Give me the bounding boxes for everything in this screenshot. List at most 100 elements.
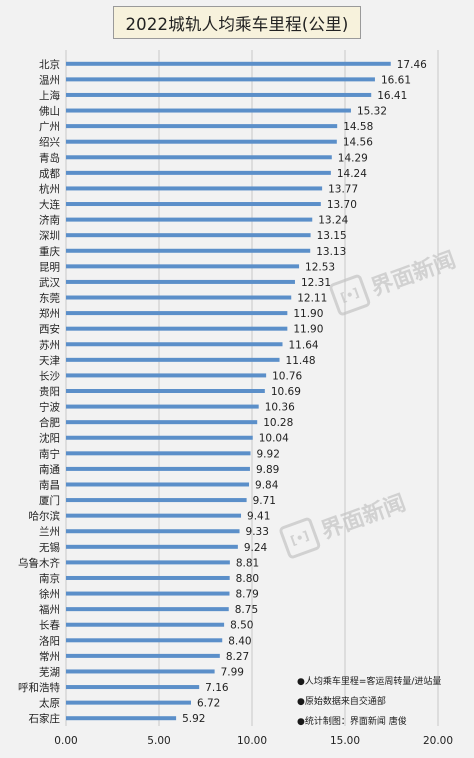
bar (66, 529, 240, 534)
data-label: 13.24 (318, 215, 348, 227)
category-label: 无锡 (39, 541, 60, 554)
bar (66, 607, 229, 612)
bar (66, 139, 337, 144)
category-label: 重庆 (39, 245, 60, 258)
category-label: 太原 (39, 697, 60, 710)
data-label: 7.99 (221, 666, 244, 678)
category-label: 南京 (39, 572, 60, 585)
category-label: 东莞 (39, 292, 60, 305)
bar (66, 435, 253, 440)
bar (66, 451, 251, 456)
category-labels: 北京温州上海佛山广州绍兴青岛成都杭州大连济南深圳重庆昆明武汉东莞郑州西安苏州天津… (18, 58, 60, 725)
bar (66, 124, 338, 129)
data-label: 9.71 (253, 495, 276, 507)
data-label: 13.15 (317, 230, 347, 242)
category-label: 西安 (39, 323, 60, 336)
category-label: 宁波 (39, 401, 60, 414)
bar (66, 466, 250, 471)
bar (66, 482, 250, 487)
category-label: 南昌 (39, 478, 60, 491)
bar (66, 61, 391, 66)
bar (66, 498, 247, 503)
category-label: 佛山 (39, 105, 60, 118)
data-label: 9.89 (256, 464, 279, 476)
category-label: 沈阳 (39, 432, 60, 445)
data-label: 10.76 (272, 370, 302, 382)
category-label: 兰州 (39, 525, 60, 538)
data-label: 5.92 (182, 713, 205, 725)
bar (66, 170, 331, 175)
bar (66, 248, 311, 253)
bar (66, 653, 220, 658)
bars (66, 61, 391, 721)
bar (66, 544, 238, 549)
data-label: 9.24 (244, 542, 268, 554)
data-label: 13.77 (328, 183, 358, 195)
data-label: 8.79 (235, 589, 258, 601)
bar (66, 108, 351, 113)
data-label: 8.80 (236, 573, 259, 585)
bar (66, 264, 300, 269)
bar (66, 92, 372, 97)
category-label: 洛阳 (39, 634, 60, 647)
bar (66, 420, 258, 425)
bar (66, 279, 295, 284)
category-label: 成都 (39, 168, 60, 180)
x-tick-label: 5.00 (147, 735, 170, 747)
data-label: 12.11 (297, 293, 327, 305)
bar (66, 295, 292, 300)
category-label: 郑州 (39, 307, 60, 320)
category-label: 北京 (39, 58, 60, 71)
data-label: 14.56 (343, 137, 373, 149)
bar (66, 155, 332, 160)
category-label: 上海 (39, 89, 60, 102)
data-label: 10.04 (259, 433, 289, 445)
bar (66, 716, 177, 721)
data-label: 8.50 (230, 620, 253, 632)
bar (66, 373, 267, 378)
grid-lines (65, 50, 439, 726)
category-label: 济南 (39, 214, 60, 227)
category-label: 长春 (39, 620, 60, 632)
data-label: 6.72 (197, 698, 220, 710)
category-label: 长沙 (39, 370, 60, 382)
x-tick-label: 10.00 (237, 735, 267, 747)
data-label: 10.28 (263, 417, 293, 429)
category-label: 昆明 (39, 261, 60, 273)
category-label: 深圳 (39, 230, 60, 242)
category-label: 芜湖 (39, 665, 60, 678)
data-label: 12.31 (301, 277, 331, 289)
category-label: 常州 (39, 650, 60, 663)
category-label: 石家庄 (29, 712, 61, 725)
bar (66, 233, 311, 238)
note-formula: ●人均乘车里程=客运周转量/进站量 (297, 677, 442, 687)
x-axis-ticks: 0.00 5.00 10.00 15.00 20.00 (54, 735, 453, 747)
data-label: 16.41 (377, 90, 407, 102)
data-label: 8.81 (236, 557, 259, 569)
x-tick-label: 15.00 (330, 735, 360, 747)
chart-notes: ●人均乘车里程=客运周转量/进站量 ●原始数据来自交通部 ●统计制图：界面新闻 … (297, 672, 472, 732)
category-label: 福州 (39, 603, 60, 616)
category-label: 南通 (39, 463, 60, 476)
data-label: 8.27 (226, 651, 249, 663)
category-label: 大连 (39, 198, 60, 211)
data-label: 9.41 (247, 511, 270, 523)
note-credit: ●统计制图：界面新闻 唐俊 (297, 717, 407, 727)
bar (66, 669, 215, 674)
bar (66, 389, 265, 393)
bar (66, 311, 288, 316)
bar (66, 217, 313, 222)
value-labels: 17.46 16.61 16.41 15.32 14.58 14.56 14.29 14.24… (182, 59, 427, 725)
bar (66, 591, 230, 596)
bar (66, 575, 230, 580)
bar (66, 622, 225, 627)
category-label: 绍兴 (39, 136, 60, 149)
x-tick-label: 0.00 (54, 735, 77, 747)
bar (66, 77, 375, 82)
data-label: 10.36 (265, 402, 295, 414)
bar (66, 202, 321, 207)
note-source: ●原始数据来自交通部 (297, 697, 386, 707)
data-label: 16.61 (381, 74, 411, 86)
data-label: 9.92 (257, 448, 280, 460)
